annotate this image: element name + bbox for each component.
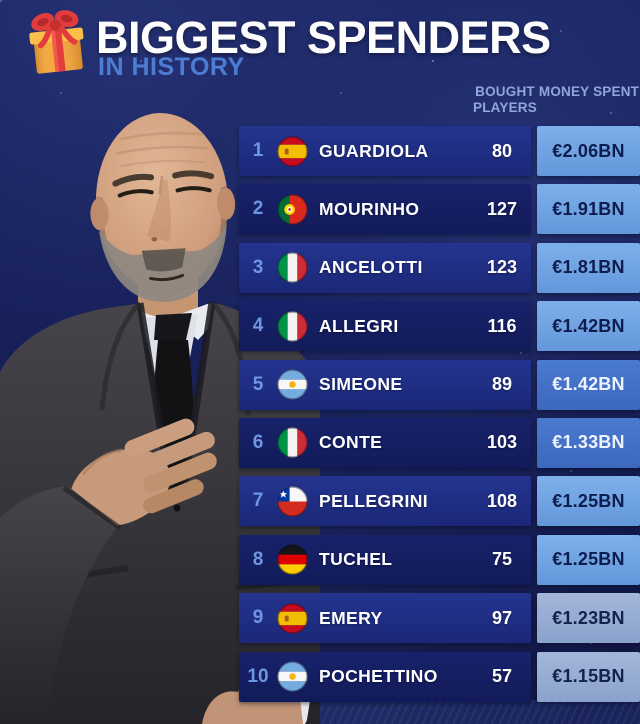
bought-players-value: 75	[491, 549, 513, 570]
money-spent-cell: €1.25BN	[537, 534, 640, 585]
manager-name: MOURINHO	[319, 198, 420, 219]
money-spent-cell: €1.91BN	[537, 184, 640, 235]
manager-name: PELLEGRINI	[319, 490, 429, 511]
manager-name: SIMEONE	[319, 374, 403, 395]
page-title: BIGGEST SPENDERS	[96, 12, 551, 63]
row-main: 9 EMERY 97	[239, 593, 531, 644]
gift-icon	[29, 10, 84, 74]
manager-name: GUARDIOLA	[319, 140, 429, 161]
country-flag-icon	[277, 602, 308, 634]
money-spent-cell: €1.33BN	[537, 417, 640, 468]
manager-name: CONTE	[319, 432, 383, 453]
rank-label: 4	[252, 315, 264, 337]
table-row: 3 ANCELOTTI 123 €1.81BN	[239, 242, 640, 293]
manager-name: EMERY	[319, 607, 383, 628]
row-main: 6 CONTE 103	[239, 417, 531, 468]
bought-players-value: 103	[486, 432, 518, 453]
money-spent-value: €1.42BN	[552, 374, 625, 395]
money-spent-value: €1.81BN	[552, 257, 625, 278]
table-row: 6 CONTE 103 €1.33BN	[239, 417, 640, 468]
row-main: 5 SIMEONE 89	[239, 359, 531, 410]
manager-name: ANCELOTTI	[319, 257, 423, 278]
country-flag-icon	[277, 661, 308, 692]
money-spent-cell: €1.25BN	[537, 476, 640, 527]
rank-label: 3	[252, 256, 264, 278]
money-spent-value: €1.91BN	[552, 198, 625, 219]
money-spent-value: €1.25BN	[552, 549, 625, 570]
table-row: 8 TUCHEL 75 €1.25BN	[239, 534, 640, 585]
row-main: 3 ANCELOTTI 123	[239, 242, 531, 293]
row-main: 8 TUCHEL 75	[239, 534, 531, 585]
country-flag-icon	[277, 252, 308, 284]
table-row: 1 GUARDIOLA 80 €2.06BN	[239, 126, 640, 176]
table-row: 5 SIMEONE 89 €1.42BN	[239, 359, 640, 410]
money-spent-cell: €1.23BN	[537, 593, 640, 644]
money-spent-value: €1.42BN	[552, 315, 625, 336]
column-header-money-spent: MONEY SPENT	[538, 84, 640, 99]
money-spent-cell: €1.81BN	[537, 242, 640, 293]
rank-label: 8	[252, 548, 264, 570]
bought-players-value: 80	[491, 140, 513, 161]
manager-name: POCHETTINO	[319, 666, 438, 687]
bought-players-value: 89	[491, 374, 513, 395]
money-spent-cell: €2.06BN	[537, 126, 640, 176]
money-spent-cell: €1.42BN	[537, 301, 640, 352]
money-spent-cell: €1.15BN	[537, 651, 640, 702]
bought-players-value: 123	[486, 257, 518, 278]
spenders-table: 1 GUARDIOLA 80 €2.06BN 2 MOURINHO 127 €1…	[239, 126, 640, 710]
row-main: 4 ALLEGRI 116	[239, 301, 531, 352]
bought-players-value: 116	[487, 315, 517, 336]
table-row: 2 MOURINHO 127 €1.91BN	[239, 184, 640, 235]
rank-label: 2	[252, 198, 264, 220]
column-header-bought-players: BOUGHT PLAYERS	[473, 84, 537, 115]
bought-players-value: 127	[486, 198, 518, 219]
background-stars	[0, 0, 2, 2]
rank-label: 9	[252, 607, 264, 629]
country-flag-icon	[277, 194, 308, 225]
table-row: 7 PELLEGRINI 108 €1.25BN	[239, 476, 640, 527]
money-spent-value: €1.15BN	[552, 666, 625, 687]
table-row: 10 POCHETTINO 57 €1.15BN	[239, 651, 640, 702]
money-spent-cell: €1.42BN	[537, 359, 640, 410]
manager-name: ALLEGRI	[319, 315, 399, 336]
country-flag-icon	[277, 486, 308, 517]
bought-players-value: 57	[491, 666, 513, 687]
bought-players-value: 97	[491, 607, 513, 628]
country-flag-icon	[277, 369, 308, 400]
money-spent-value: €2.06BN	[552, 140, 625, 161]
country-flag-icon	[277, 427, 308, 459]
row-main: 10 POCHETTINO 57	[239, 651, 531, 702]
country-flag-icon	[277, 135, 308, 167]
rank-label: 10	[247, 665, 269, 687]
table-row: 9 EMERY 97 €1.23BN	[239, 593, 640, 644]
rank-label: 7	[252, 490, 264, 512]
row-main: 7 PELLEGRINI 108	[239, 476, 531, 527]
page-subtitle: IN HISTORY	[98, 53, 245, 81]
money-spent-value: €1.25BN	[552, 490, 625, 511]
rank-label: 6	[252, 431, 264, 453]
bought-players-value: 108	[486, 490, 518, 511]
row-main: 2 MOURINHO 127	[239, 184, 531, 235]
rank-label: 1	[252, 140, 264, 161]
manager-name: TUCHEL	[319, 549, 393, 570]
row-main: 1 GUARDIOLA 80	[239, 126, 531, 176]
country-flag-icon	[277, 544, 308, 576]
table-row: 4 ALLEGRI 116 €1.42BN	[239, 301, 640, 352]
money-spent-value: €1.33BN	[552, 432, 625, 453]
country-flag-icon	[277, 310, 308, 342]
rank-label: 5	[252, 373, 264, 395]
money-spent-value: €1.23BN	[552, 607, 625, 628]
